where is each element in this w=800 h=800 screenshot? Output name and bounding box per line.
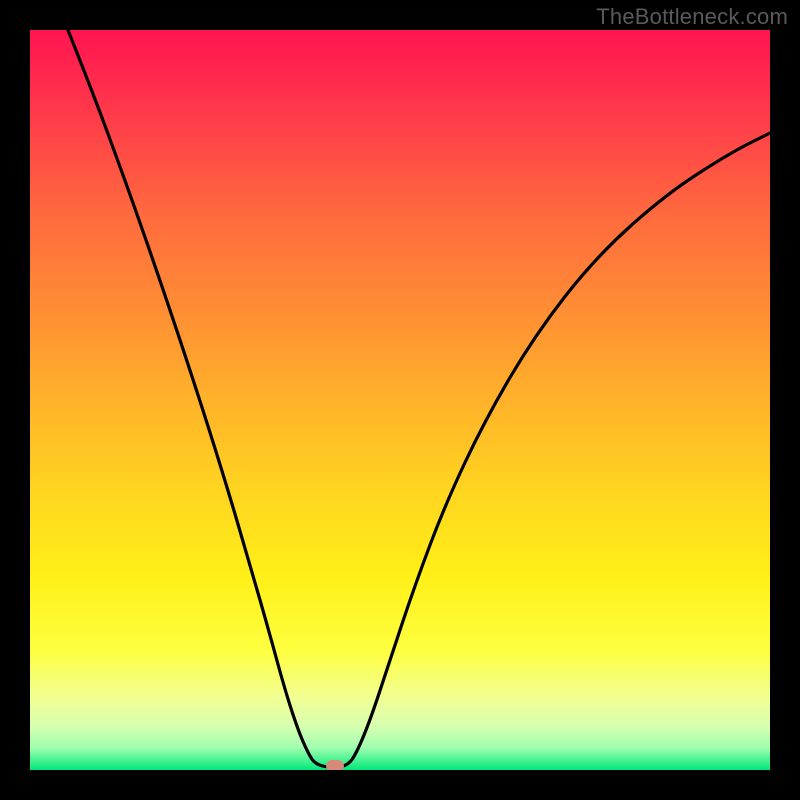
plot-area [30, 30, 770, 770]
minimum-marker [326, 760, 344, 770]
bottleneck-curve [30, 30, 770, 770]
watermark-text: TheBottleneck.com [596, 4, 788, 30]
chart-frame: TheBottleneck.com [0, 0, 800, 800]
